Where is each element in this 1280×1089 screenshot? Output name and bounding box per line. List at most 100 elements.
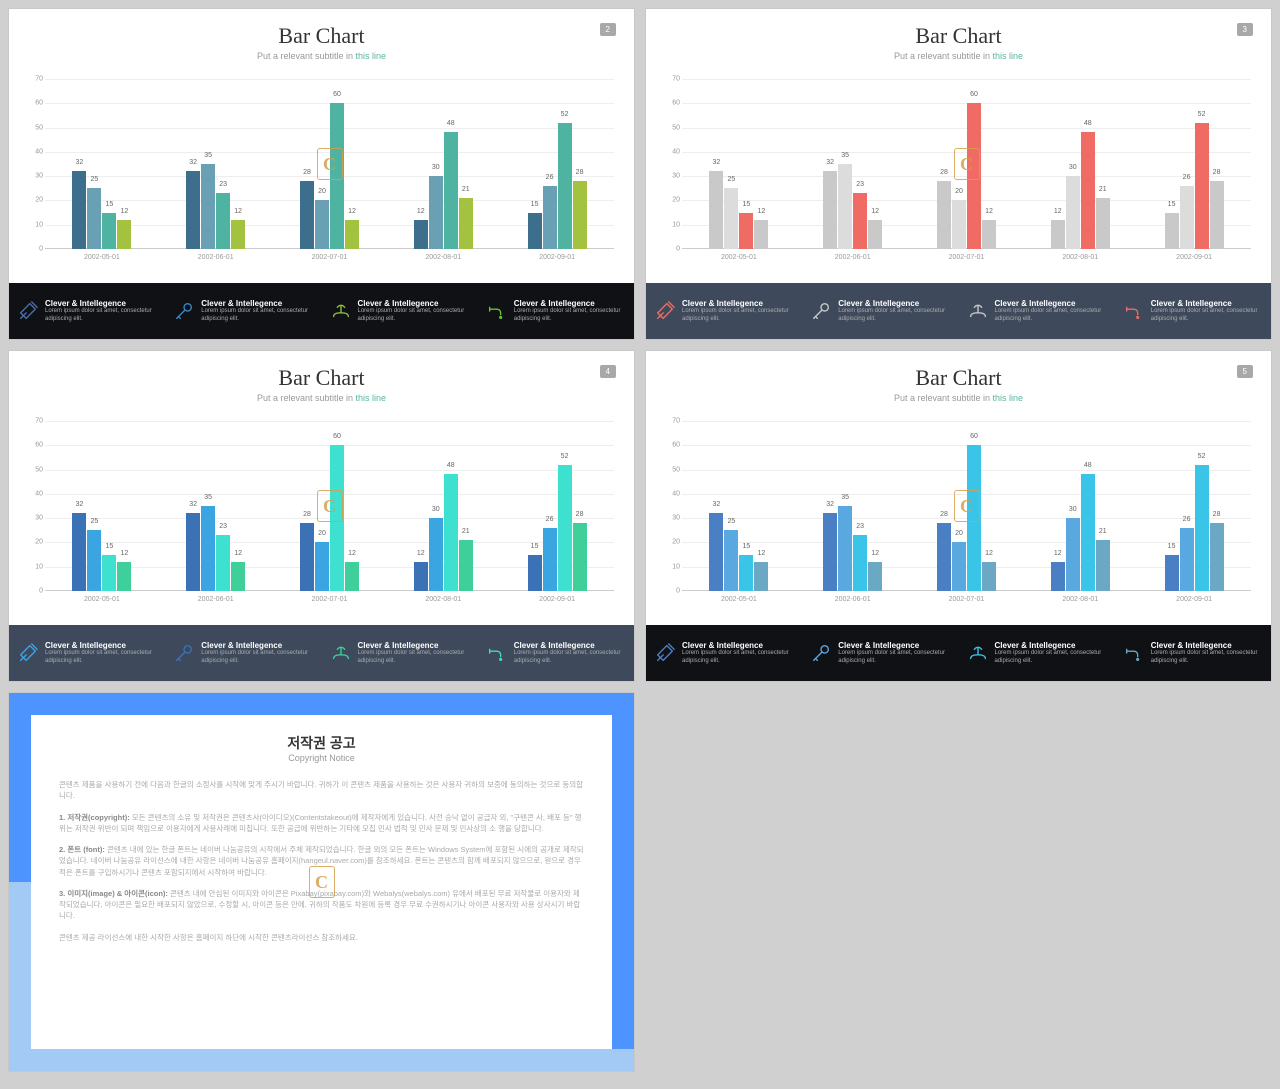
footer-item: Clever & IntellegenceLorem ipsum dolor s… <box>802 625 958 681</box>
bar-value-label: 12 <box>985 550 993 557</box>
x-label: 2002-07-01 <box>910 596 1024 603</box>
copyright-content: 저작권 공고Copyright Notice콘텐츠 제품을 사용하기 전에 다음… <box>59 733 584 1031</box>
bar-value-label: 32 <box>189 159 197 166</box>
bar-value-label: 25 <box>727 518 735 525</box>
footer-item-desc: Lorem ipsum dolor sit amet, consectetur … <box>995 308 1107 322</box>
x-label: 2002-08-01 <box>1023 254 1137 261</box>
x-label: 2002-09-01 <box>1137 254 1251 261</box>
bar-value-label: 30 <box>432 164 440 171</box>
bar: 12 <box>414 562 428 591</box>
y-tick: 70 <box>672 418 680 425</box>
y-tick: 60 <box>35 442 43 449</box>
y-tick: 70 <box>35 418 43 425</box>
bar: 30 <box>429 176 443 249</box>
bar-value-label: 52 <box>1198 111 1206 118</box>
y-tick: 0 <box>39 246 43 253</box>
bar: 32 <box>709 513 723 591</box>
y-tick: 20 <box>35 197 43 204</box>
bar-value-label: 28 <box>303 169 311 176</box>
bar: 15 <box>739 555 753 591</box>
y-tick: 40 <box>672 148 680 155</box>
footer-item-title: Clever & Intellegence <box>682 299 794 308</box>
bar-value-label: 12 <box>120 550 128 557</box>
footer-item-title: Clever & Intellegence <box>201 299 313 308</box>
bar: 30 <box>1066 176 1080 249</box>
bar: 20 <box>315 542 329 591</box>
bar: 48 <box>1081 132 1095 249</box>
footer-item: Clever & IntellegenceLorem ipsum dolor s… <box>959 283 1115 339</box>
bar-value-label: 15 <box>105 201 113 208</box>
bar-value-label: 12 <box>120 208 128 215</box>
bar-group: 28206012 <box>910 79 1024 249</box>
chart-title: Bar Chart <box>646 23 1271 49</box>
bar: 25 <box>724 530 738 591</box>
x-axis-labels: 2002-05-012002-06-012002-07-012002-08-01… <box>45 596 614 603</box>
bar-value-label: 21 <box>462 528 470 535</box>
chart-subtitle: Put a relevant subtitle in this line <box>646 51 1271 61</box>
y-tick: 10 <box>672 563 680 570</box>
chart-subtitle: Put a relevant subtitle in this line <box>9 393 634 403</box>
x-label: 2002-07-01 <box>273 254 387 261</box>
chart-subtitle: Put a relevant subtitle in this line <box>9 51 634 61</box>
bar-value-label: 25 <box>727 176 735 183</box>
footer-item: Clever & IntellegenceLorem ipsum dolor s… <box>959 625 1115 681</box>
bar-value-label: 32 <box>826 501 834 508</box>
x-label: 2002-08-01 <box>386 596 500 603</box>
bar: 26 <box>1180 528 1194 591</box>
footer-item-desc: Lorem ipsum dolor sit amet, consectetur … <box>358 308 470 322</box>
bar: 52 <box>1195 465 1209 591</box>
bar-value-label: 52 <box>561 453 569 460</box>
footer-item-desc: Lorem ipsum dolor sit amet, consectetur … <box>838 650 950 664</box>
x-label: 2002-07-01 <box>910 254 1024 261</box>
footer-icon <box>810 642 832 664</box>
bar: 32 <box>186 513 200 591</box>
bar-value-label: 28 <box>1213 511 1221 518</box>
bar: 26 <box>543 528 557 591</box>
footer-icon <box>486 642 508 664</box>
y-tick: 60 <box>672 100 680 107</box>
bar: 60 <box>330 445 344 591</box>
bar-value-label: 20 <box>318 188 326 195</box>
bar: 35 <box>838 164 852 249</box>
bar-value-label: 35 <box>841 152 849 159</box>
x-label: 2002-07-01 <box>273 596 387 603</box>
bar: 28 <box>573 181 587 249</box>
bar-value-label: 12 <box>348 550 356 557</box>
bar-value-label: 28 <box>940 169 948 176</box>
bar-value-label: 60 <box>333 91 341 98</box>
footer-icon <box>967 642 989 664</box>
footer-icon <box>17 642 39 664</box>
footer-item-title: Clever & Intellegence <box>45 641 157 650</box>
footer-icon <box>173 642 195 664</box>
bar: 32 <box>72 171 86 249</box>
bar: 21 <box>459 540 473 591</box>
bar-group: 32251512 <box>682 421 796 591</box>
x-label: 2002-06-01 <box>796 254 910 261</box>
footer-item-desc: Lorem ipsum dolor sit amet, consectetur … <box>838 308 950 322</box>
chart-area: 0102030405060703225151232352312282060121… <box>45 421 614 591</box>
slide-1: Bar ChartPut a relevant subtitle in this… <box>8 8 635 340</box>
bar-value-label: 15 <box>742 201 750 208</box>
y-tick: 20 <box>35 539 43 546</box>
bar-groups: 3225151232352312282060121230482115265228 <box>45 421 614 591</box>
copyright-subtitle: Copyright Notice <box>59 753 584 763</box>
y-tick: 0 <box>676 246 680 253</box>
slide-copyright: 저작권 공고Copyright Notice콘텐츠 제품을 사용하기 전에 다음… <box>8 692 635 1072</box>
bar-value-label: 12 <box>1054 208 1062 215</box>
bar: 26 <box>543 186 557 249</box>
bar-value-label: 52 <box>1198 453 1206 460</box>
bar-value-label: 26 <box>546 174 554 181</box>
y-axis: 010203040506070 <box>660 79 680 249</box>
bar: 15 <box>739 213 753 249</box>
bar-group: 32251512 <box>45 421 159 591</box>
bar: 23 <box>853 535 867 591</box>
bar-group: 32251512 <box>45 79 159 249</box>
y-axis: 010203040506070 <box>23 79 43 249</box>
bar: 12 <box>754 220 768 249</box>
footer-item: Clever & IntellegenceLorem ipsum dolor s… <box>478 625 634 681</box>
y-tick: 10 <box>672 221 680 228</box>
bar: 52 <box>1195 123 1209 249</box>
x-label: 2002-05-01 <box>45 254 159 261</box>
bar: 12 <box>117 220 131 249</box>
x-label: 2002-09-01 <box>500 254 614 261</box>
